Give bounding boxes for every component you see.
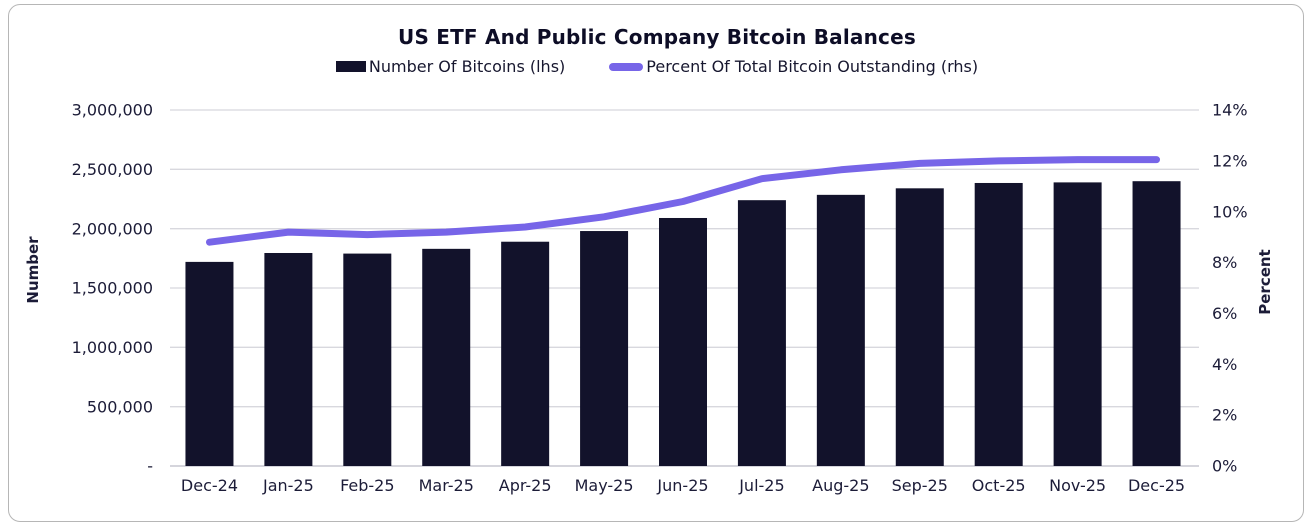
bar-swatch-icon (335, 61, 366, 72)
bar-Sep-25 (895, 188, 944, 466)
bar-Jan-25 (264, 252, 313, 466)
bar-Dec-24 (185, 261, 234, 466)
bar-Feb-25 (343, 253, 392, 466)
left-axis-tick-label: 2,500,000 (72, 160, 153, 179)
x-axis-tick-label: Feb-25 (340, 476, 394, 495)
bar-Mar-25 (422, 248, 471, 466)
percent-line (206, 156, 1160, 246)
right-axis-tick-label: 4% (1212, 355, 1237, 374)
legend-item-percent: Percent Of Total Bitcoin Outstanding (rh… (609, 57, 978, 76)
left-axis-tick-label: 3,000,000 (72, 101, 153, 120)
bar-Oct-25 (974, 182, 1023, 467)
x-axis-tick-label: Oct-25 (972, 476, 1026, 495)
x-axis-tick-label: Sep-25 (892, 476, 948, 495)
x-axis-tick-label: Dec-24 (181, 476, 238, 495)
right-axis-tick-label: 6% (1212, 304, 1237, 323)
right-axis-tick-label: 8% (1212, 253, 1237, 272)
bar-Nov-25 (1053, 182, 1102, 467)
x-axis-tick-label: Jul-25 (738, 476, 784, 495)
x-axis-tick-label: Apr-25 (499, 476, 552, 495)
bar-Apr-25 (501, 241, 550, 466)
chart-legend: Number Of Bitcoins (lhs) Percent Of Tota… (0, 57, 1314, 76)
right-axis-title: Percent (1256, 249, 1274, 314)
x-axis-tick-label: Aug-25 (812, 476, 869, 495)
right-axis-tick-label: 10% (1212, 202, 1248, 221)
left-axis-tick-label: 1,500,000 (72, 279, 153, 298)
bar-Aug-25 (816, 194, 865, 466)
left-axis-tick-label: - (147, 457, 153, 476)
legend-label-percent: Percent Of Total Bitcoin Outstanding (rh… (646, 57, 979, 76)
legend-label-bitcoins: Number Of Bitcoins (lhs) (368, 57, 566, 76)
left-axis-title: Number (24, 236, 42, 304)
x-axis-tick-label: Jan-25 (262, 476, 314, 495)
right-axis-tick-label: 14% (1212, 101, 1248, 120)
right-axis-tick-label: 12% (1212, 151, 1248, 170)
legend-item-bitcoins: Number Of Bitcoins (lhs) (335, 57, 566, 76)
x-axis-tick-label: May-25 (575, 476, 634, 495)
bar-Jul-25 (737, 200, 786, 467)
bar-Jun-25 (659, 217, 707, 466)
x-axis-tick-label: Mar-25 (419, 476, 474, 495)
left-axis-tick-label: 2,000,000 (72, 219, 153, 238)
line-swatch-icon (609, 62, 644, 71)
x-axis-tick-label: Jun-25 (656, 476, 708, 495)
bar-May-25 (580, 231, 629, 466)
right-axis-tick-label: 2% (1212, 406, 1237, 425)
x-axis-tick-label: Nov-25 (1049, 476, 1106, 495)
right-axis-tick-label: 0% (1212, 457, 1237, 476)
left-axis-tick-label: 1,000,000 (72, 338, 153, 357)
left-axis-tick-label: 500,000 (87, 397, 153, 416)
bar-Dec-25 (1132, 181, 1181, 466)
chart-title: US ETF And Public Company Bitcoin Balanc… (398, 25, 916, 49)
x-axis-tick-label: Dec-25 (1128, 476, 1185, 495)
